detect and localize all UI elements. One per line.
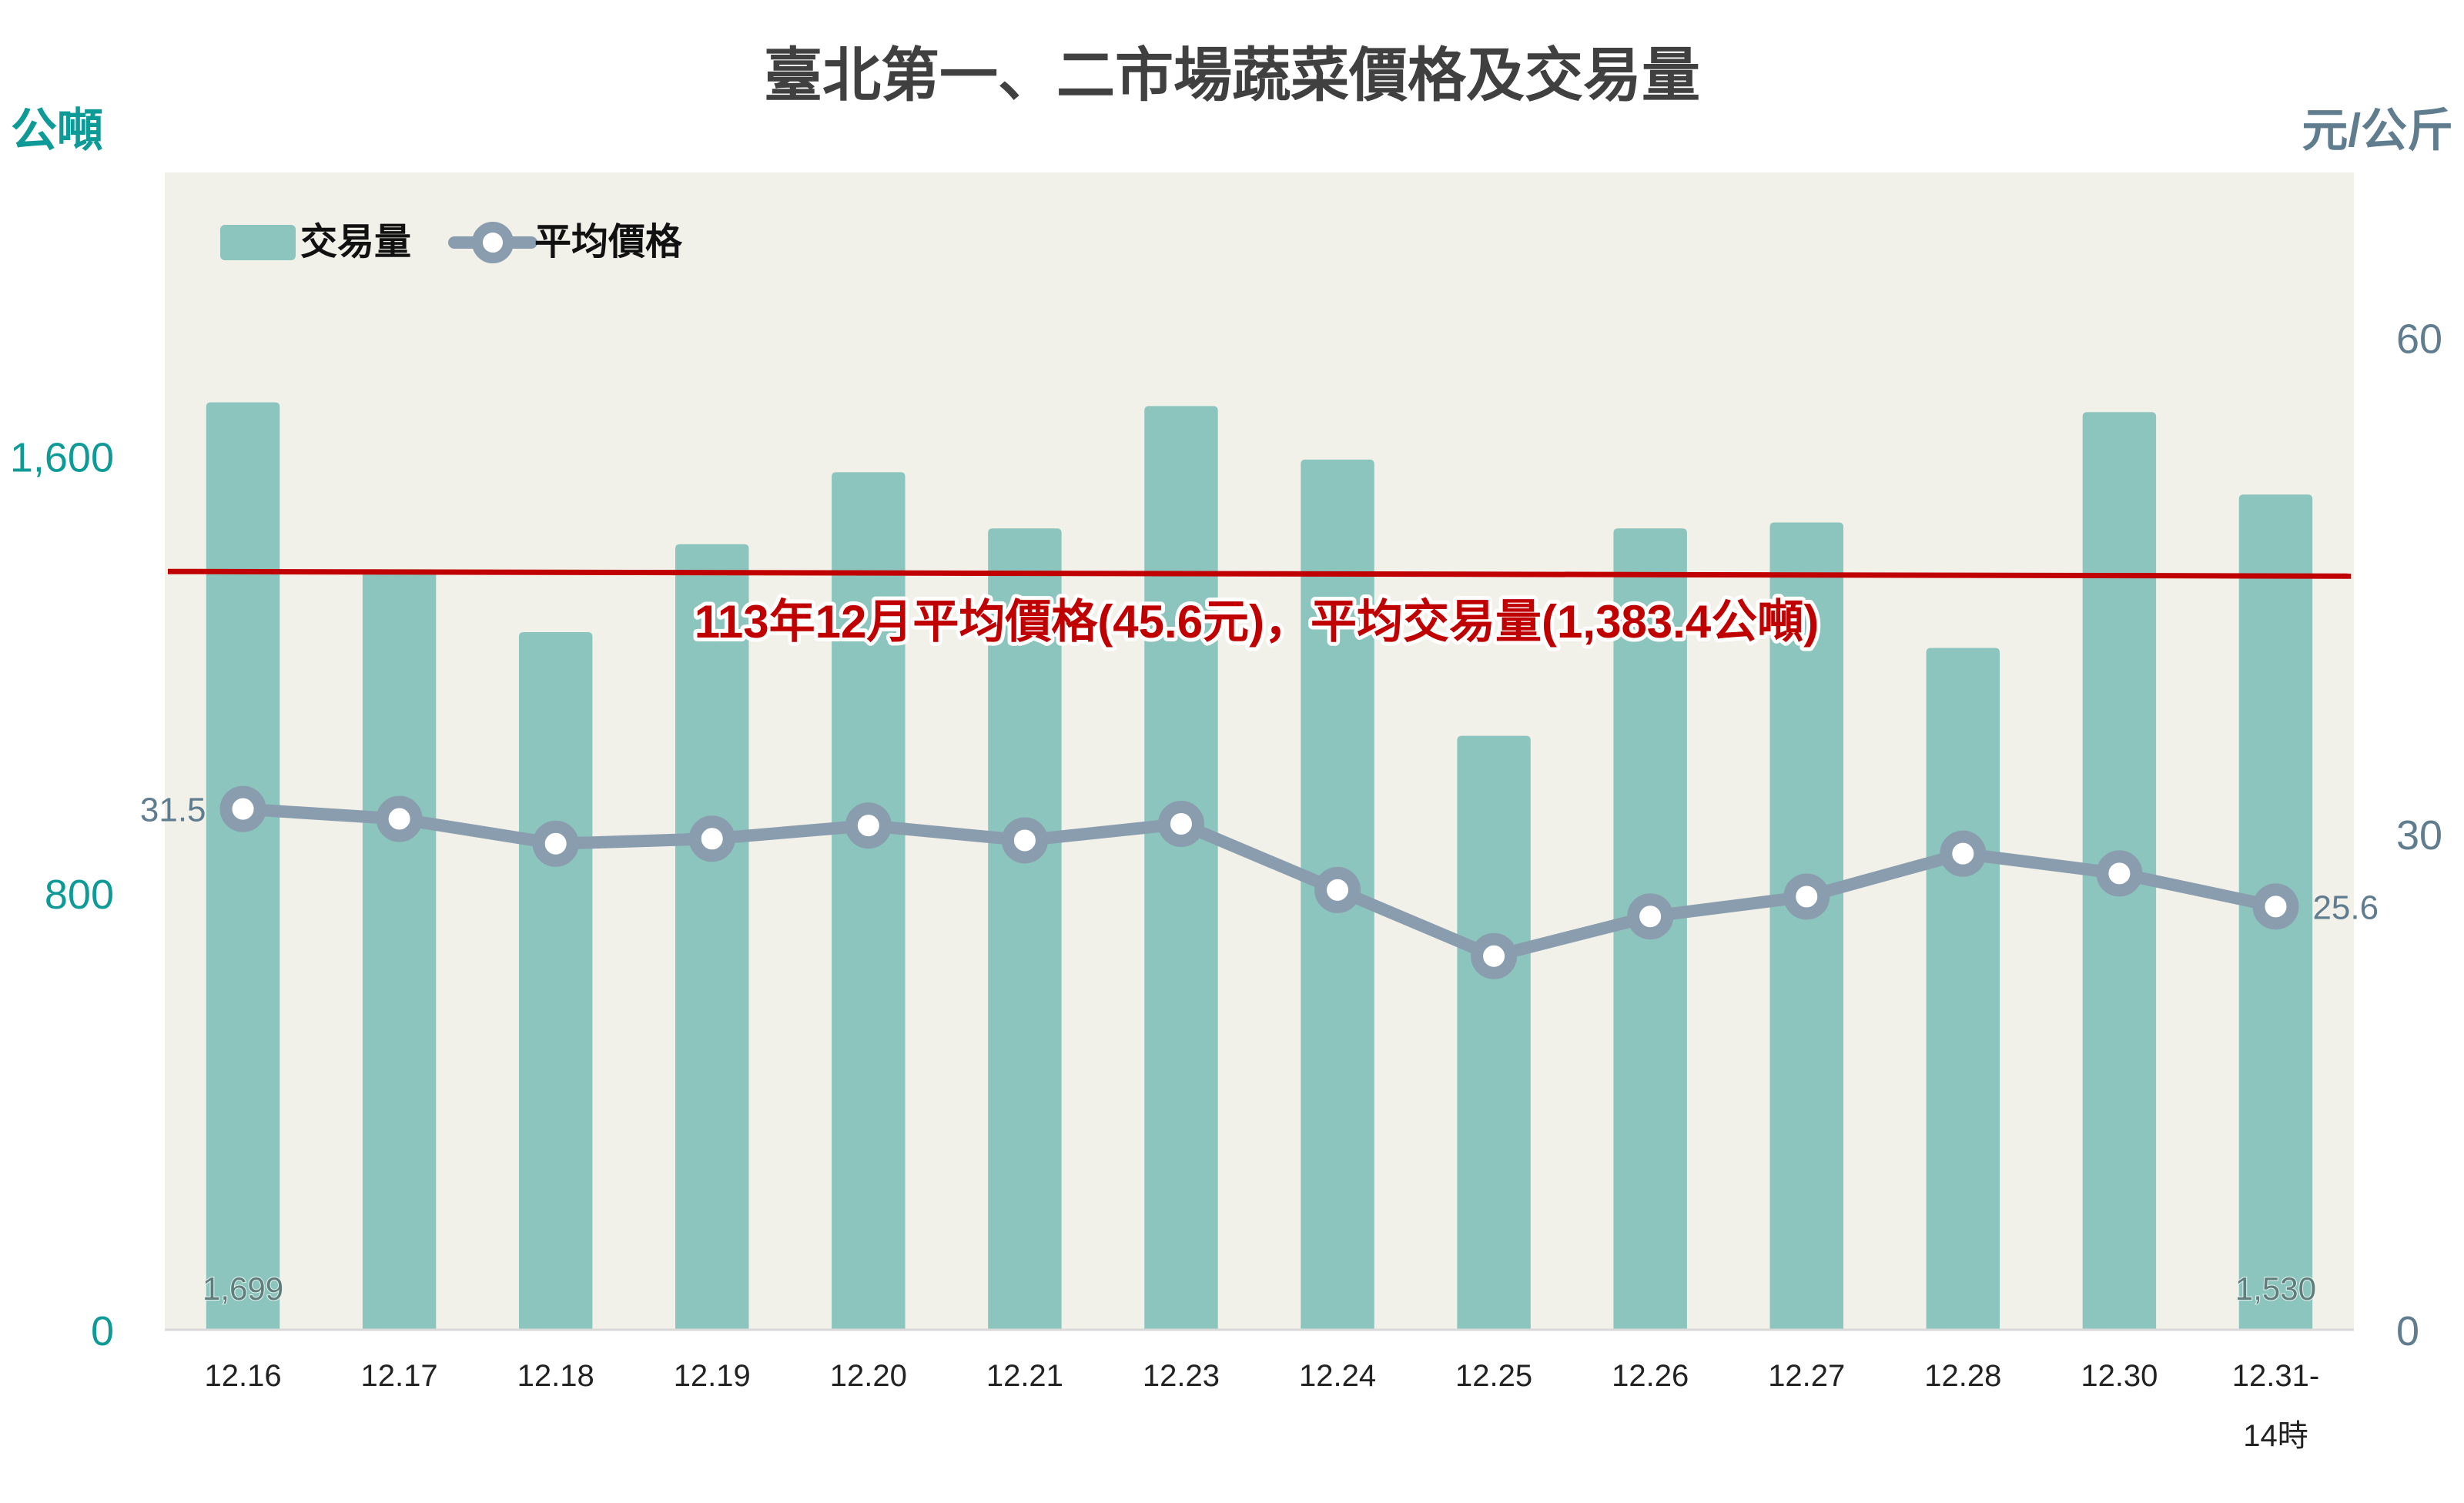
price-line xyxy=(243,802,2278,962)
price-point-11 xyxy=(1940,830,1987,877)
bar-data-label-13: 1,530 xyxy=(2235,1270,2316,1307)
x-tick-label: 12.20 xyxy=(830,1359,907,1393)
left-tick-label: 800 xyxy=(45,872,114,918)
x-tick-label: 12.21 xyxy=(986,1359,1063,1393)
right-tick-label: 0 xyxy=(2396,1308,2419,1354)
x-tick-label: 12.30 xyxy=(2081,1359,2158,1393)
price-point-13 xyxy=(2252,883,2299,930)
bar-10 xyxy=(1769,522,1843,1330)
bar-data-label-0: 1,699 xyxy=(203,1270,283,1307)
right-tick-label: 30 xyxy=(2396,812,2442,859)
price-point-2 xyxy=(532,820,579,867)
right-tick-label: 60 xyxy=(2396,316,2442,363)
x-tick-label: 12.23 xyxy=(1143,1359,1220,1393)
legend: 交易量 平均價格 xyxy=(220,222,683,263)
price-point-9 xyxy=(1627,893,1674,940)
x-tick-label: 12.31- xyxy=(2232,1359,2319,1393)
price-point-0 xyxy=(219,785,266,832)
average-reference-line xyxy=(167,568,2352,579)
bar-1 xyxy=(362,569,437,1330)
x-tick-label: 12.26 xyxy=(1612,1359,1689,1393)
x-tick-label: 12.17 xyxy=(361,1359,438,1393)
legend-swatch-volume xyxy=(220,225,296,260)
bar-8 xyxy=(1457,735,1531,1330)
price-data-label-0: 31.5 xyxy=(140,792,206,829)
bar-0 xyxy=(206,402,280,1330)
bar-2 xyxy=(518,631,593,1330)
price-point-5 xyxy=(1001,817,1048,864)
price-point-7 xyxy=(1314,866,1361,913)
price-point-8 xyxy=(1471,932,1518,979)
x-tick-label: 12.25 xyxy=(1455,1359,1532,1393)
price-point-6 xyxy=(1157,800,1204,847)
x-tick-label: 12.24 xyxy=(1299,1359,1376,1393)
x-tick-label: 12.27 xyxy=(1768,1359,1845,1393)
left-axis-label: 公噸 xyxy=(11,105,103,156)
left-tick-label: 0 xyxy=(91,1308,114,1354)
bar-3 xyxy=(675,544,749,1330)
price-point-3 xyxy=(688,815,735,862)
legend-label-volume: 交易量 xyxy=(300,222,411,263)
x-tick-label: 12.18 xyxy=(517,1359,594,1393)
x-tick-label: 12.16 xyxy=(204,1359,281,1393)
chart-title: 臺北第一、二市場蔬菜價格及交易量 xyxy=(764,43,1700,109)
right-axis-label: 元/公斤 xyxy=(2302,105,2453,156)
price-data-label-13: 25.6 xyxy=(2312,889,2379,926)
bar-4 xyxy=(832,472,906,1331)
legend-swatch-price-marker xyxy=(472,222,514,263)
bar-11 xyxy=(1926,648,2000,1330)
left-tick-label: 1,600 xyxy=(10,435,114,481)
bar-6 xyxy=(1144,406,1218,1331)
legend-label-price: 平均價格 xyxy=(534,222,683,263)
price-point-12 xyxy=(2096,850,2143,897)
x-tick-label: 12.19 xyxy=(674,1359,751,1393)
price-point-4 xyxy=(845,802,892,849)
plot-area xyxy=(165,172,2354,1330)
x-tick-label: 12.28 xyxy=(1924,1359,2001,1393)
price-point-10 xyxy=(1783,873,1830,920)
x-tick-label: 14時 xyxy=(2243,1419,2308,1453)
average-reference-label: 113年12月平均價格(45.6元)，平均交易量(1,383.4公噸) xyxy=(695,596,1819,648)
bar-5 xyxy=(988,528,1062,1330)
price-point-1 xyxy=(376,795,423,842)
